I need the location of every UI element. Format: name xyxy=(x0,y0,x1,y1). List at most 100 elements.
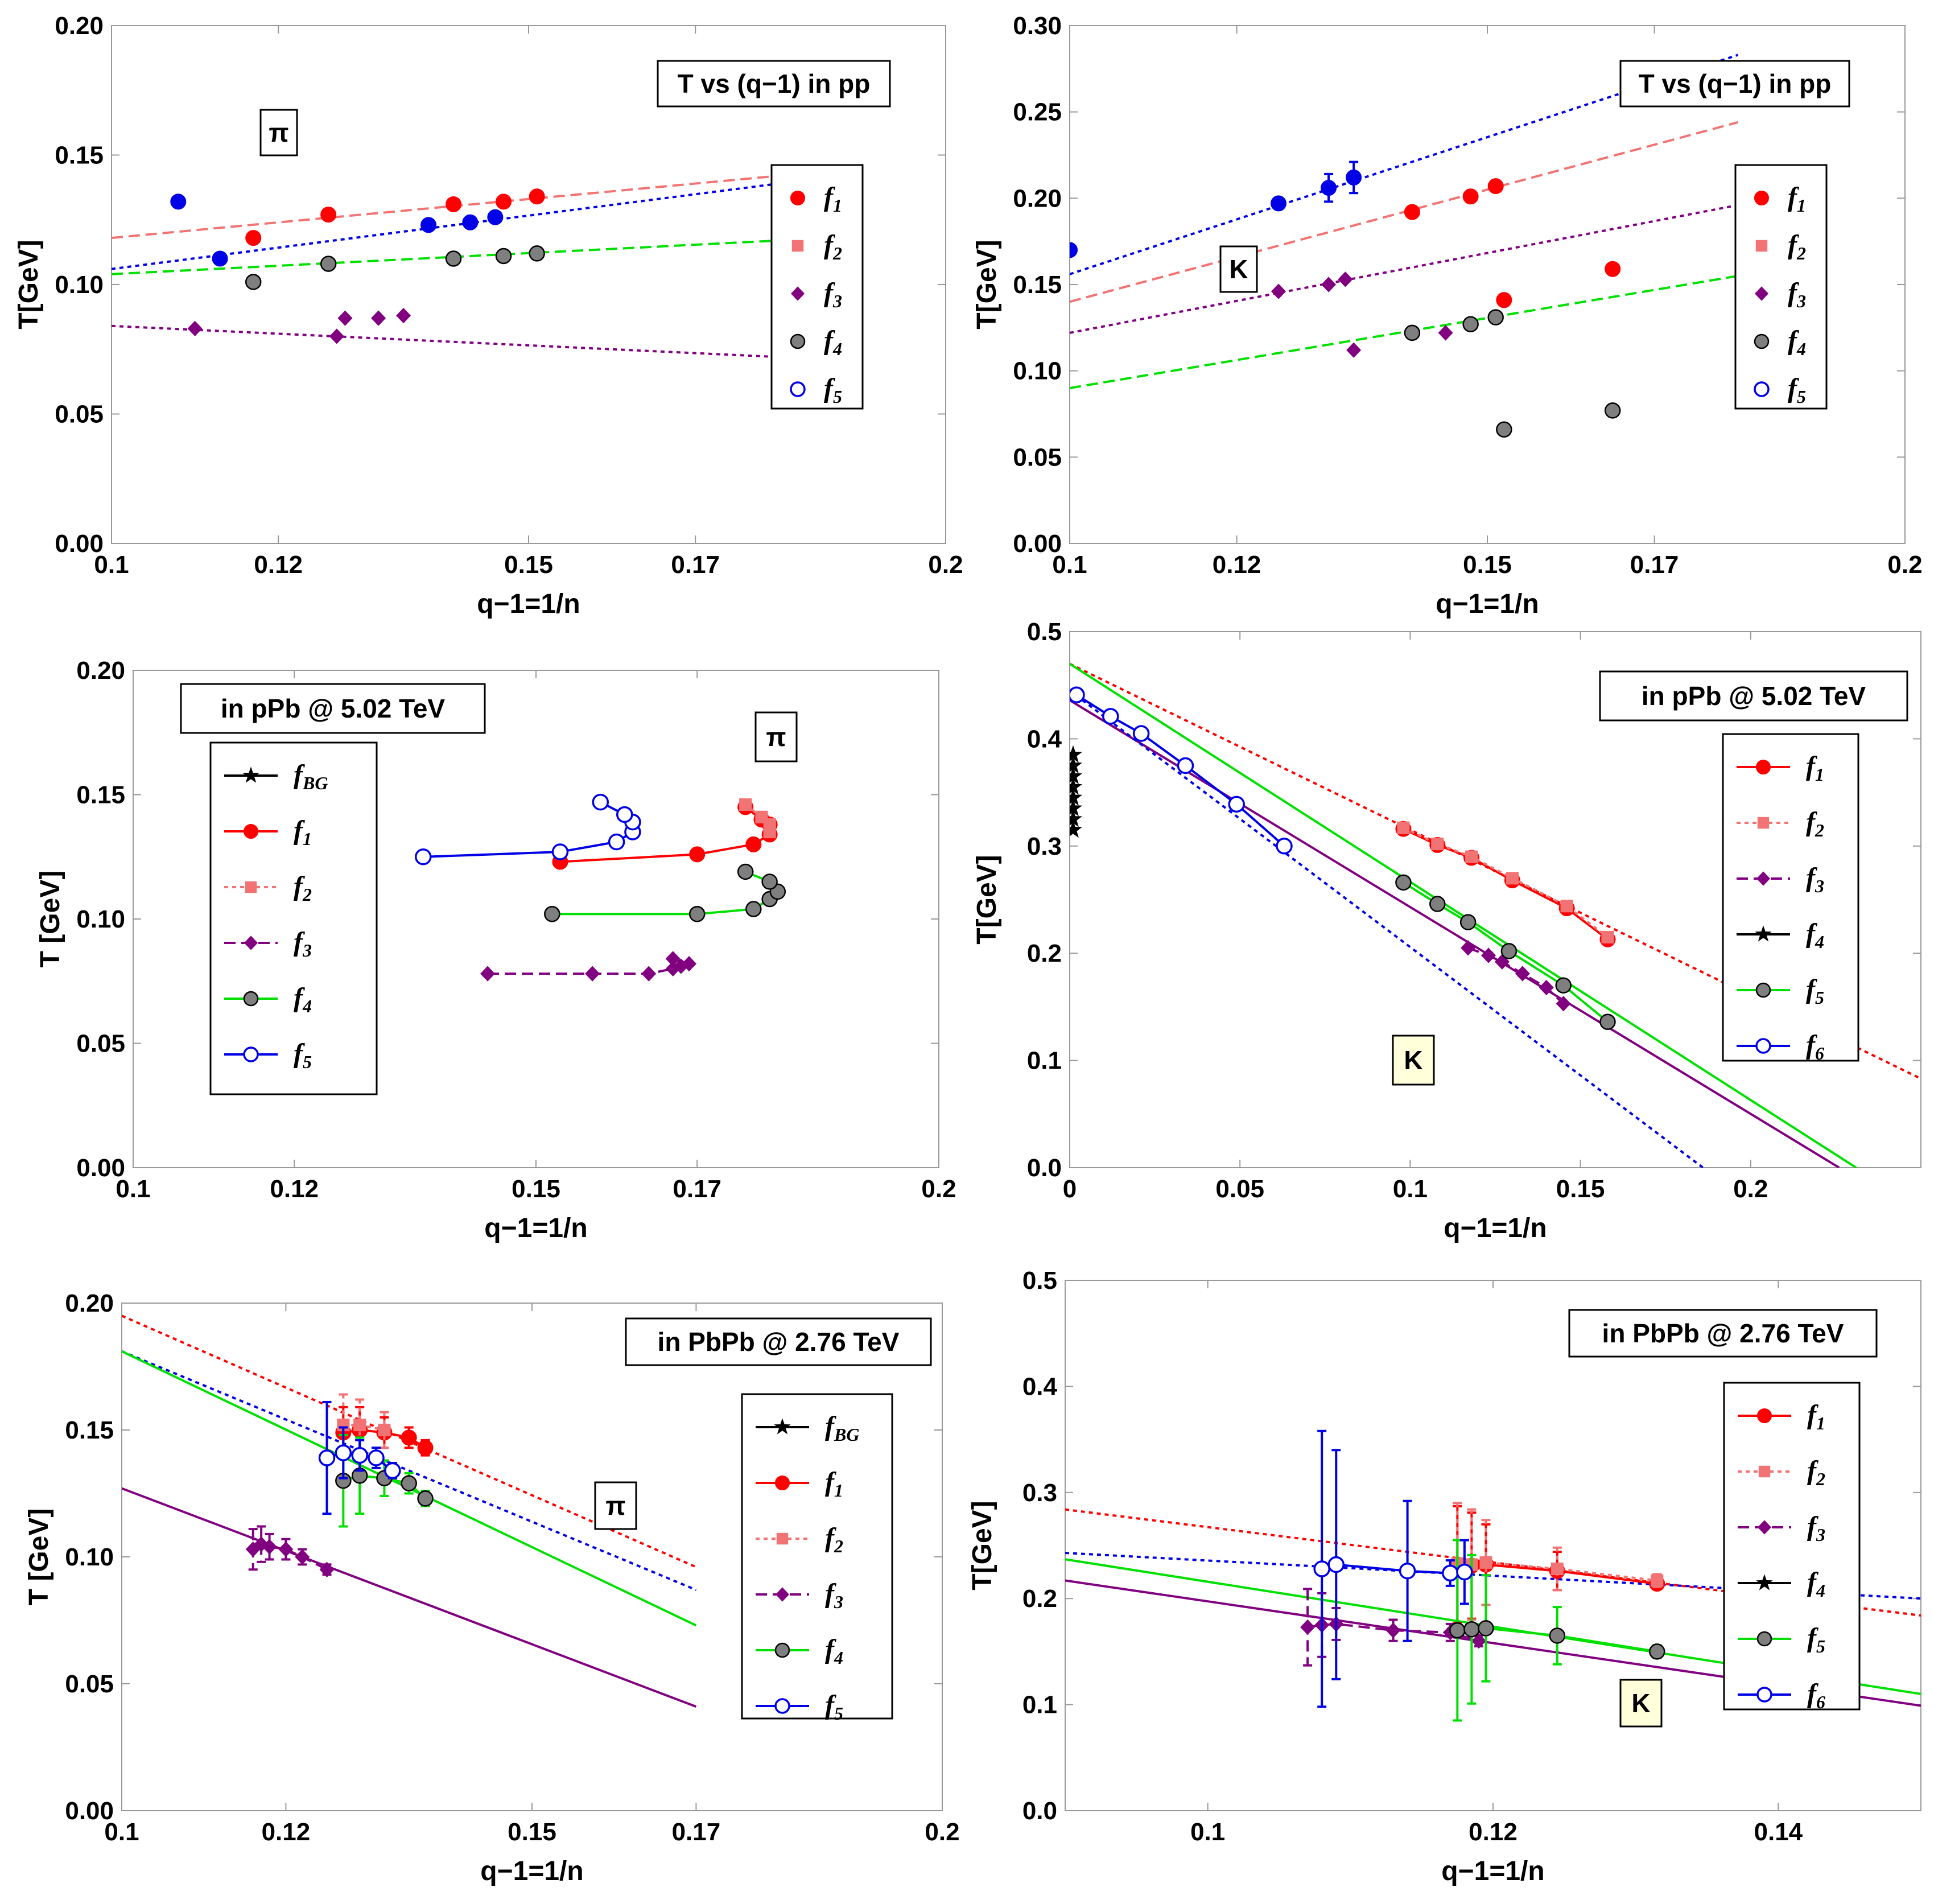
data-point-f4 xyxy=(495,248,512,265)
legend-subscript: 2 xyxy=(302,884,312,905)
x-tick-label: 0.2 xyxy=(1733,1175,1768,1203)
legend-name: f xyxy=(1788,278,1799,308)
data-point-f3 xyxy=(1556,996,1571,1012)
x-tick-label: 0.15 xyxy=(504,551,553,579)
data-point-f5 xyxy=(335,1444,352,1461)
legend-subscript: BG xyxy=(302,773,328,793)
legend-name: f xyxy=(1806,751,1817,781)
data-point-f5 xyxy=(318,1449,336,1466)
fit-line-green xyxy=(1070,662,1857,1168)
legend-box xyxy=(1723,1382,1861,1711)
legend-name: f xyxy=(1807,1456,1818,1486)
title-box xyxy=(657,60,891,108)
y-tick-label: 0.4 xyxy=(1027,725,1062,753)
x-axis-label: q−1=1/n xyxy=(477,589,580,619)
title-box xyxy=(1599,670,1908,722)
x-axis-label: q−1=1/n xyxy=(1444,1213,1547,1243)
data-point-f2 xyxy=(1431,837,1444,851)
legend-name: f xyxy=(1806,918,1817,949)
data-point-f3 xyxy=(295,1549,310,1565)
data-point-f3 xyxy=(665,961,681,977)
legend-label: fBG xyxy=(825,1411,859,1445)
legend-name: f xyxy=(1788,373,1799,403)
data-point-f5 xyxy=(1549,1627,1566,1644)
data-point-f4 xyxy=(1487,309,1504,325)
data-point-f3 xyxy=(254,1536,269,1552)
data-point-f5 xyxy=(1449,1622,1466,1639)
legend-name: f xyxy=(825,1467,836,1497)
plot-area xyxy=(112,174,780,358)
data-point-f5 xyxy=(170,193,187,210)
chart-panel-6: 0.0 0.1 0.2 0.3 0.4 0.5 0.1 0.12 0.14 q−1=1/n T[Ge… xyxy=(967,1267,1921,1886)
particle-label: K xyxy=(1229,254,1248,284)
data-point-f5 xyxy=(212,250,228,267)
data-point-f4 xyxy=(245,274,262,290)
y-tick-label: 0.00 xyxy=(76,1154,125,1182)
data-point-f5 xyxy=(384,1462,401,1479)
legend-marker xyxy=(774,1418,791,1435)
x-tick-label: 0.17 xyxy=(1630,551,1679,579)
data-point-f4 xyxy=(320,255,337,272)
chart-panel-2: 0.000.050.100.150.200.250.300.1 0.12 0.15 0… xyxy=(972,12,1923,619)
data-point-f3 xyxy=(641,966,657,982)
x-tick-label: 0.17 xyxy=(671,551,720,579)
legend-marker xyxy=(1756,871,1770,886)
data-point-f6 xyxy=(1456,1563,1473,1581)
data-point-f3 xyxy=(329,328,344,344)
data-point-f3 xyxy=(585,966,600,982)
data-point-f1 xyxy=(745,836,762,852)
data-point-f3 xyxy=(1539,979,1554,996)
x-axis-label: q−1=1/n xyxy=(1436,589,1539,619)
y-tick-label: 0.00 xyxy=(1013,530,1062,558)
legend-subscript: 4 xyxy=(1816,1580,1825,1601)
fit-line-purple xyxy=(1070,204,1738,334)
data-point-f3 xyxy=(665,951,681,967)
data-point-f6 xyxy=(1276,838,1293,855)
legend-box xyxy=(1722,733,1859,1062)
y-tick-label: 0.1 xyxy=(1022,1691,1057,1719)
data-point-f1 xyxy=(1404,204,1420,220)
data-point-f3 xyxy=(1346,342,1362,358)
y-tick-label: 0.10 xyxy=(55,271,104,299)
data-point-f1 xyxy=(1462,188,1479,205)
legend-label: f2 xyxy=(294,871,312,905)
legend-subscript: BG xyxy=(834,1424,859,1445)
data-point-f6 xyxy=(1102,708,1119,725)
legend-marker xyxy=(243,991,259,1007)
legend-subscript: 4 xyxy=(302,996,312,1016)
chart-title: in pPb @ 5.02 TeV xyxy=(1642,681,1866,711)
data-point-f1 xyxy=(245,230,262,246)
data-point-f4 xyxy=(1070,820,1083,838)
data-point-f4 xyxy=(401,1475,417,1491)
data-point-f5 xyxy=(1346,169,1362,186)
fit-line-pink xyxy=(112,174,779,240)
y-axis-label: T[GeV] xyxy=(14,240,44,329)
legend-marker xyxy=(791,286,805,301)
legend-name: f xyxy=(1788,182,1799,212)
fit-line-green xyxy=(1070,274,1738,389)
data-point-f2 xyxy=(1479,1556,1492,1569)
legend-subscript: 6 xyxy=(1815,1043,1824,1064)
data-point-f4 xyxy=(1462,316,1479,333)
data-point-f5 xyxy=(1599,1013,1616,1031)
legend-marker xyxy=(243,1046,259,1062)
legend-label: f1 xyxy=(294,815,312,849)
legend-marker xyxy=(1755,286,1768,301)
y-tick-label: 0.05 xyxy=(65,1670,114,1698)
data-point-f2 xyxy=(1397,821,1410,834)
data-point-f5 xyxy=(1463,1621,1480,1638)
legend-subscript: 3 xyxy=(832,291,842,311)
data-point-f6 xyxy=(1313,1560,1330,1577)
x-tick-label: 0.1 xyxy=(104,1818,139,1846)
legend-label: f5 xyxy=(1807,1623,1825,1656)
legend-marker xyxy=(1754,381,1770,397)
data-point-f5 xyxy=(608,833,625,851)
legend-subscript: 4 xyxy=(832,339,842,359)
data-point-f5 xyxy=(1478,1620,1494,1637)
legend-label: f5 xyxy=(1806,974,1824,1008)
legend-label: f5 xyxy=(824,373,842,407)
data-point-f3 xyxy=(1321,277,1337,292)
x-tick-label: 0.2 xyxy=(925,1818,959,1846)
y-tick-label: 0.05 xyxy=(55,401,104,428)
legend-subscript: 1 xyxy=(1816,1413,1825,1433)
